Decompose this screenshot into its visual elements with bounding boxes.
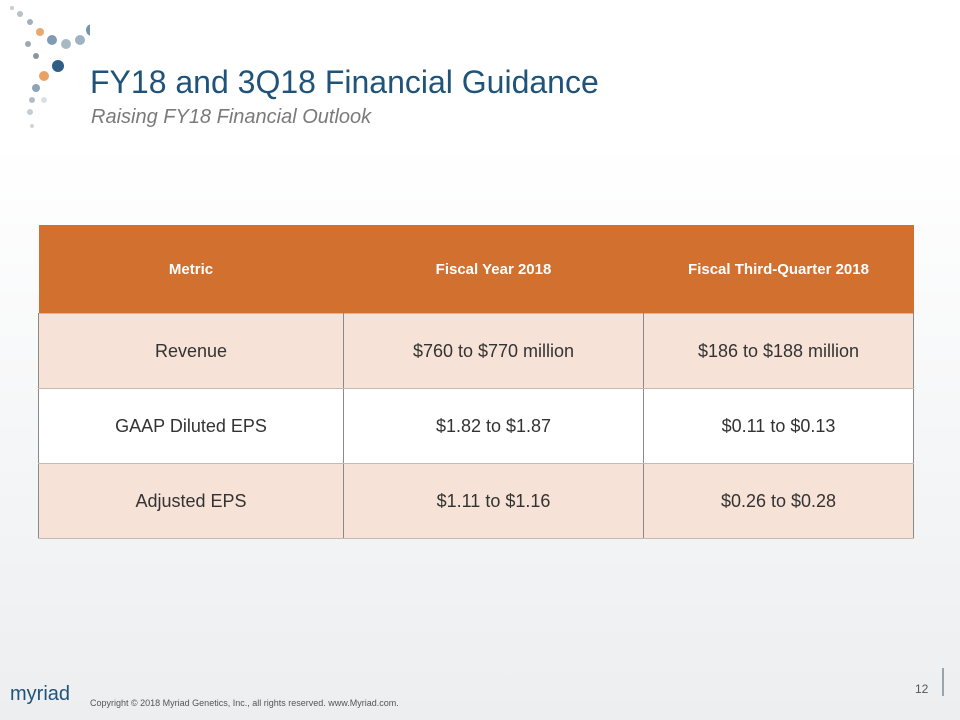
cell: $1.11 to $1.16 — [343, 463, 644, 539]
cell: $760 to $770 million — [343, 313, 644, 389]
row: Adjusted EPS $1.11 to $1.16 $0.26 to $0.… — [38, 463, 914, 539]
cell: $0.26 to $0.28 — [643, 463, 914, 539]
cell: Revenue — [38, 313, 344, 389]
column-header: Fiscal Third-Quarter 2018 — [643, 225, 914, 314]
header-row: Metric Fiscal Year 2018 Fiscal Third-Qua… — [38, 225, 914, 314]
column-header: Fiscal Year 2018 — [343, 225, 644, 314]
copyright: Copyright © 2018 Myriad Genetics, Inc., … — [90, 698, 399, 708]
row: GAAP Diluted EPS $1.82 to $1.87 $0.11 to… — [38, 388, 914, 464]
cell: $0.11 to $0.13 — [643, 388, 914, 464]
page-bar — [942, 668, 944, 696]
title: FY18 and 3Q18 Financial Guidance — [90, 64, 599, 100]
cell: Adjusted EPS — [38, 463, 344, 539]
cell: GAAP Diluted EPS — [38, 388, 344, 464]
guidance-table: Metric Fiscal Year 2018 Fiscal Third-Qua… — [38, 225, 914, 539]
page-number: 12 — [915, 682, 929, 696]
subtitle: Raising FY18 Financial Outlook — [91, 106, 372, 128]
column-header: Metric — [38, 225, 344, 314]
row: Revenue $760 to $770 million $186 to $18… — [38, 313, 914, 389]
cell: $186 to $188 million — [643, 313, 914, 389]
logo-dots — [10, 6, 90, 128]
cell: $1.82 to $1.87 — [343, 388, 644, 464]
footer-logo: myriad — [10, 683, 71, 705]
